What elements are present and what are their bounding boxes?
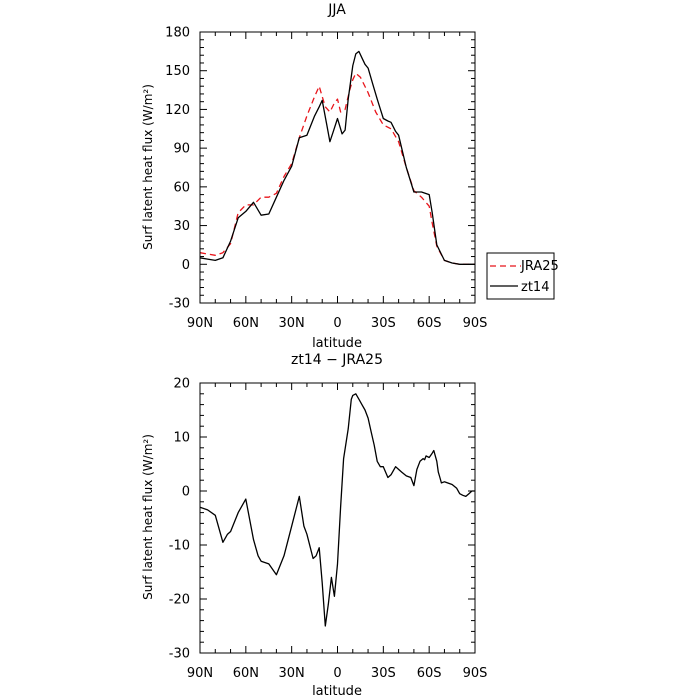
bottom-y-tick-label: 0 xyxy=(182,485,190,500)
top-x-tick-label: 0 xyxy=(333,316,341,331)
bottom-chart-series xyxy=(199,393,475,627)
top-chart-panel: JJA Surf latent heat flux (W/m²) latitud… xyxy=(141,2,487,351)
bottom-y-tick-label: -20 xyxy=(169,593,190,608)
legend-label-jra25: JRA25 xyxy=(520,259,559,274)
bottom-chart-y-axis-label: Surf latent heat flux (W/m²) xyxy=(141,434,155,600)
top-x-tick-label: 30S xyxy=(371,316,396,331)
top-x-tick-label: 60S xyxy=(417,316,442,331)
top-y-tick-label: 180 xyxy=(165,26,190,41)
legend-label-zt14: zt14 xyxy=(521,280,549,295)
top-y-tick-label: 120 xyxy=(165,103,190,118)
top-x-tick-label: 90N xyxy=(187,316,213,331)
top-series-line-jra25 xyxy=(199,72,475,265)
top-y-tick-label: 0 xyxy=(182,258,190,273)
bottom-y-tick-label: -30 xyxy=(169,647,190,662)
bottom-x-tick-label: 60S xyxy=(417,666,442,681)
bottom-x-tick-label: 90S xyxy=(463,666,488,681)
bottom-x-tick-label: 90N xyxy=(187,666,213,681)
top-y-tick-label: 60 xyxy=(173,180,190,195)
bottom-x-tick-label: 30S xyxy=(371,666,396,681)
bottom-x-tick-label: 30N xyxy=(279,666,305,681)
bottom-chart-title: zt14 − JRA25 xyxy=(291,352,383,368)
bottom-chart-panel: zt14 − JRA25 Surf latent heat flux (W/m²… xyxy=(141,352,487,699)
top-y-tick-label: 90 xyxy=(173,142,190,157)
top-y-tick-label: -30 xyxy=(169,297,190,312)
bottom-x-tick-label: 0 xyxy=(333,666,341,681)
top-chart-x-axis-label: latitude xyxy=(312,336,362,351)
top-x-tick-label: 60N xyxy=(233,316,259,331)
top-chart-series xyxy=(199,50,475,265)
legend-box xyxy=(486,252,555,300)
bottom-y-tick-label: -10 xyxy=(169,539,190,554)
top-chart-ticks: -30 0 30 60 90 120 150 180 90N 60N 30N 0 30S 60S 90S xyxy=(165,26,487,332)
top-y-tick-label: 150 xyxy=(165,64,190,79)
bottom-chart-plot-frame xyxy=(199,382,476,654)
bottom-y-tick-label: 10 xyxy=(173,431,190,446)
top-chart-plot-frame xyxy=(199,31,476,304)
top-chart-y-axis-label: Surf latent heat flux (W/m²) xyxy=(141,84,155,250)
top-y-tick-label: 30 xyxy=(173,219,190,234)
top-x-tick-label: 90S xyxy=(463,316,488,331)
chart-legend: JRA25 zt14 xyxy=(486,252,559,300)
bottom-series-line-difference xyxy=(199,393,475,627)
bottom-chart-ticks: -30 -20 -10 0 10 20 90N 60N 30N 0 30S 60S 90S xyxy=(169,377,488,682)
top-series-line-zt14 xyxy=(199,50,475,265)
top-chart-title: JJA xyxy=(327,2,346,18)
bottom-x-tick-label: 60N xyxy=(233,666,259,681)
top-x-tick-label: 30N xyxy=(279,316,305,331)
bottom-y-tick-label: 20 xyxy=(173,377,190,392)
bottom-chart-x-axis-label: latitude xyxy=(312,684,362,699)
